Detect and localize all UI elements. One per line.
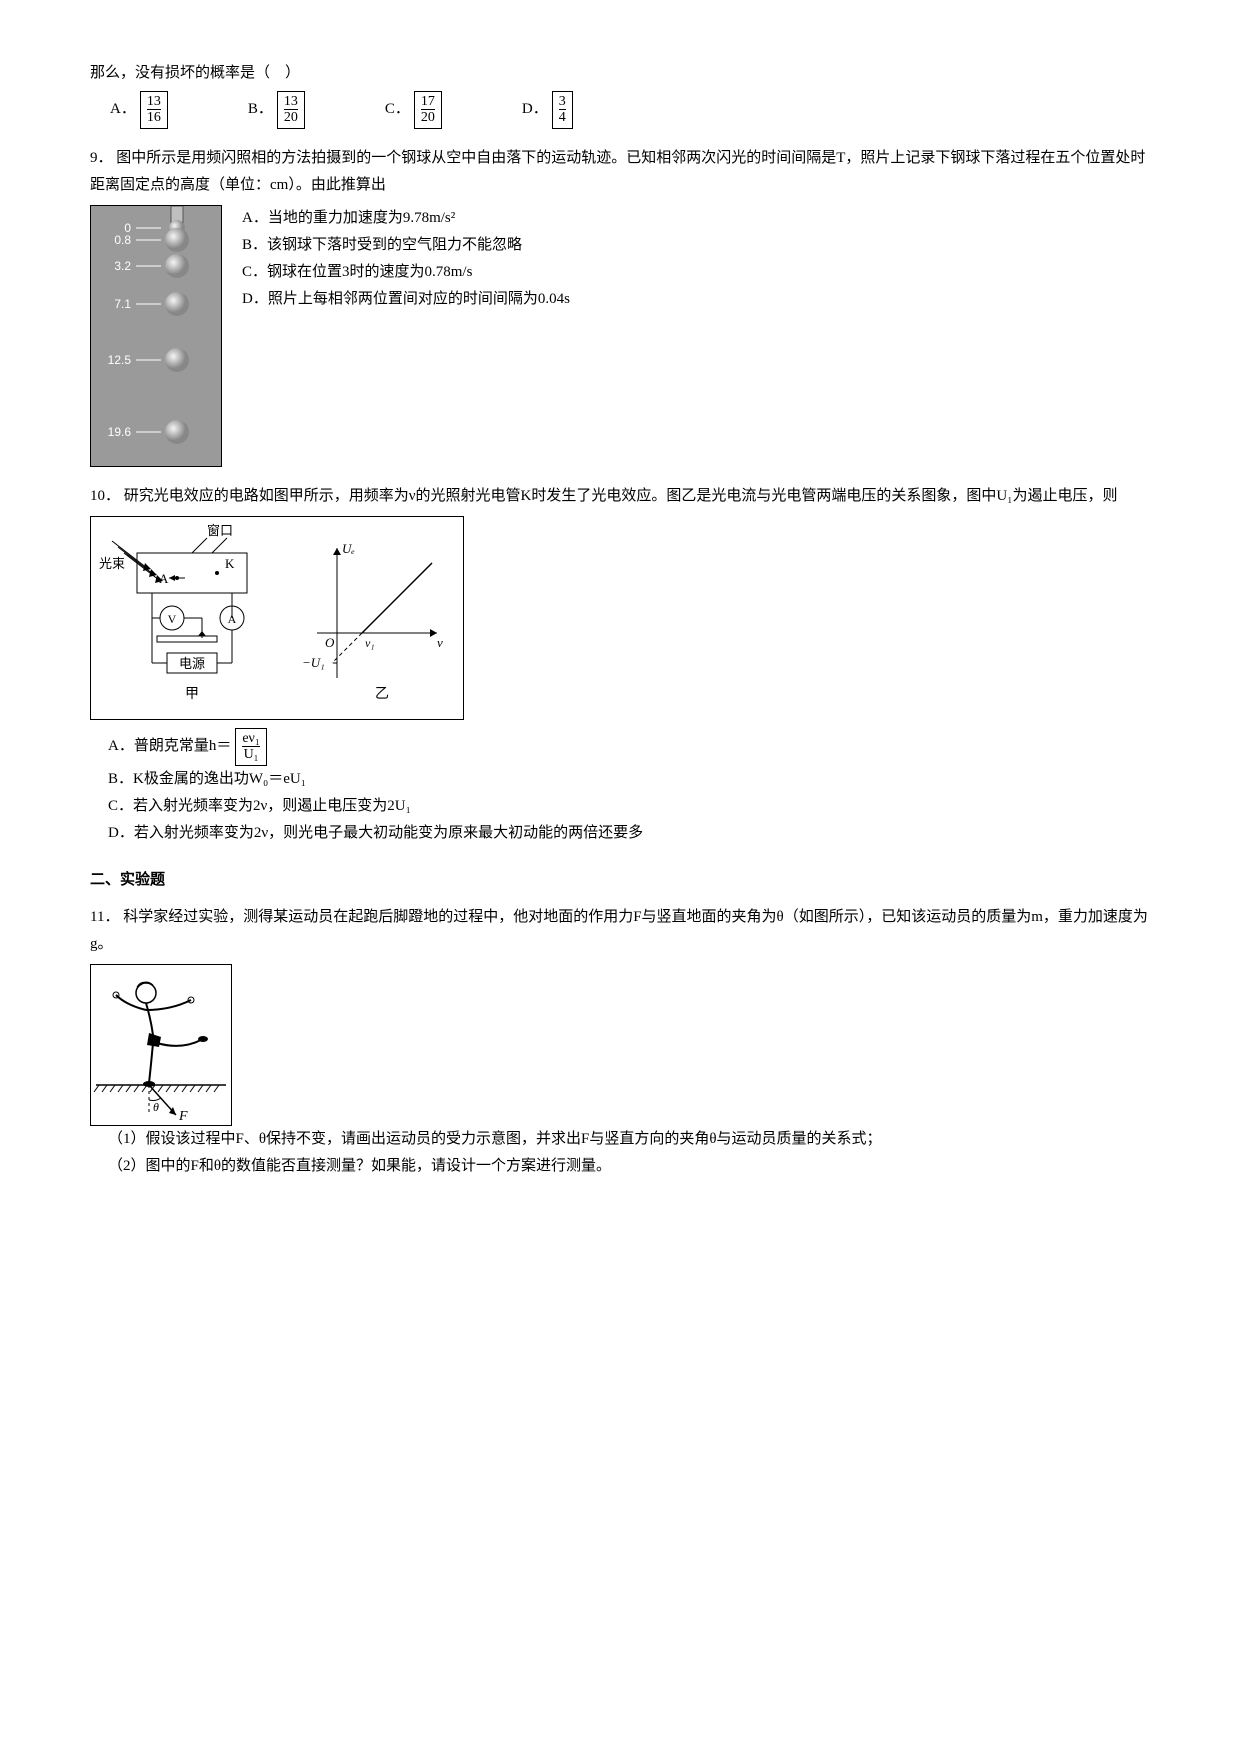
fracD-num: 3 xyxy=(559,94,566,110)
fraction-h: eν₁ U₁ xyxy=(235,728,266,766)
q8-option-b: B． 13 20 xyxy=(248,91,305,129)
q11-figure: θF xyxy=(90,964,232,1126)
svg-text:V: V xyxy=(168,612,177,626)
q10-option-a: A．普朗克常量h＝ eν₁ U₁ xyxy=(108,728,1150,766)
fracA-den: 16 xyxy=(147,110,161,125)
q8-option-d: D． 3 4 xyxy=(522,91,573,129)
svg-text:电源: 电源 xyxy=(179,656,205,671)
q11-sub2: （2）图中的F和θ的数值能否直接测量？如果能，请设计一个方案进行测量。 xyxy=(90,1153,1150,1180)
question-8: 那么，没有损坏的概率是（ ） A． 13 16 B． 13 20 C． 17 2… xyxy=(90,60,1150,129)
q10-option-b: B．K极金属的逸出功W₀＝eU₁ xyxy=(108,766,1150,793)
q10-options: A．普朗克常量h＝ eν₁ U₁ B．K极金属的逸出功W₀＝eU₁ C．若入射光… xyxy=(90,728,1150,847)
fracC-num: 17 xyxy=(421,94,435,110)
svg-text:ν₁: ν₁ xyxy=(365,636,375,650)
svg-text:−U₁: −U₁ xyxy=(302,655,325,670)
q8-option-c: C． 17 20 xyxy=(385,91,442,129)
fraction-d: 3 4 xyxy=(552,91,573,129)
q8-options: A． 13 16 B． 13 20 C． 17 20 D． 3 4 xyxy=(90,91,1150,129)
q10-stem: 研究光电效应的电路如图甲所示，用频率为ν的光照射光电管K时发生了光电效应。图乙是… xyxy=(124,488,1118,504)
frach-den: U₁ xyxy=(242,747,259,762)
fracB-den: 20 xyxy=(284,110,298,125)
q9-option-c: C．钢球在位置3时的速度为0.78m/s xyxy=(242,259,1150,286)
q9-option-d: D．照片上每相邻两位置间对应的时间间隔为0.04s xyxy=(242,286,1150,313)
fracA-num: 13 xyxy=(147,94,161,110)
q11-number: 11． xyxy=(90,909,119,925)
question-10: 10． 研究光电效应的电路如图甲所示，用频率为ν的光照射光电管K时发生了光电效应… xyxy=(90,483,1150,847)
q8-stem: 那么，没有损坏的概率是（ ） xyxy=(90,60,1150,87)
svg-text:ν: ν xyxy=(437,635,443,650)
fracC-den: 20 xyxy=(421,110,435,125)
svg-text:A: A xyxy=(159,571,169,586)
question-11: 11． 科学家经过实验，测得某运动员在起跑后脚蹬地的过程中，他对地面的作用力F与… xyxy=(90,904,1150,1180)
fracB-num: 13 xyxy=(284,94,298,110)
q9-options: A．当地的重力加速度为9.78m/s² B．该钢球下落时受到的空气阻力不能忽略 … xyxy=(242,205,1150,313)
svg-text:F: F xyxy=(178,1109,188,1124)
svg-text:A: A xyxy=(228,612,237,626)
svg-text:0.8: 0.8 xyxy=(114,233,131,247)
svg-text:甲: 甲 xyxy=(185,687,199,702)
svg-text:12.5: 12.5 xyxy=(108,353,132,367)
q8-optD-label: D． xyxy=(522,96,548,123)
q8-optB-label: B． xyxy=(248,96,273,123)
svg-text:K: K xyxy=(225,556,235,571)
q11-sub1: （1）假设该过程中F、θ保持不变，请画出运动员的受力示意图，并求出F与竖直方向的… xyxy=(90,1126,1150,1153)
q9-figure: 00.83.27.112.519.6 xyxy=(90,205,222,467)
svg-text:Uₑ: Uₑ xyxy=(342,541,355,556)
q8-optA-label: A． xyxy=(110,96,136,123)
q8-option-a: A． 13 16 xyxy=(110,91,168,129)
q9-stem: 图中所示是用频闪照相的方法拍摄到的一个钢球从空中自由落下的运动轨迹。已知相邻两次… xyxy=(90,150,1145,193)
photoelectric-diagram: 窗口光束 K A V A 电源甲 Uₑ Oν ν₁ −U₁ 乙 xyxy=(97,523,457,713)
fracD-den: 4 xyxy=(559,110,566,125)
fraction-a: 13 16 xyxy=(140,91,168,129)
q9-number: 9． xyxy=(90,150,113,166)
q10-option-c: C．若入射光频率变为2ν，则遏止电压变为2U₁ xyxy=(108,793,1150,820)
q10-option-d: D．若入射光频率变为2ν，则光电子最大初动能变为原来最大初动能的两倍还要多 xyxy=(108,820,1150,847)
section-2-title: 二、实验题 xyxy=(90,867,1150,894)
svg-text:3.2: 3.2 xyxy=(114,259,131,273)
q8-optC-label: C． xyxy=(385,96,410,123)
fraction-c: 17 20 xyxy=(414,91,442,129)
q10-optA-pre: A．普朗克常量h＝ xyxy=(108,733,231,760)
question-9: 9． 图中所示是用频闪照相的方法拍摄到的一个钢球从空中自由落下的运动轨迹。已知相… xyxy=(90,145,1150,467)
q9-option-a: A．当地的重力加速度为9.78m/s² xyxy=(242,205,1150,232)
q10-figure: 窗口光束 K A V A 电源甲 Uₑ Oν ν₁ −U₁ 乙 xyxy=(90,516,464,720)
stroboscope-diagram: 00.83.27.112.519.6 xyxy=(91,206,221,466)
svg-text:窗口: 窗口 xyxy=(207,523,233,538)
svg-text:19.6: 19.6 xyxy=(108,425,132,439)
svg-text:7.1: 7.1 xyxy=(114,297,131,311)
q10-number: 10． xyxy=(90,488,120,504)
svg-text:光束: 光束 xyxy=(99,556,125,571)
frach-num: eν₁ xyxy=(242,731,259,747)
q9-option-b: B．该钢球下落时受到的空气阻力不能忽略 xyxy=(242,232,1150,259)
svg-text:θ: θ xyxy=(153,1100,159,1114)
fraction-b: 13 20 xyxy=(277,91,305,129)
runner-diagram: θF xyxy=(91,965,231,1125)
svg-text:O: O xyxy=(325,635,335,650)
q11-stem: 科学家经过实验，测得某运动员在起跑后脚蹬地的过程中，他对地面的作用力F与竖直地面… xyxy=(90,909,1148,952)
svg-text:乙: 乙 xyxy=(375,686,389,702)
